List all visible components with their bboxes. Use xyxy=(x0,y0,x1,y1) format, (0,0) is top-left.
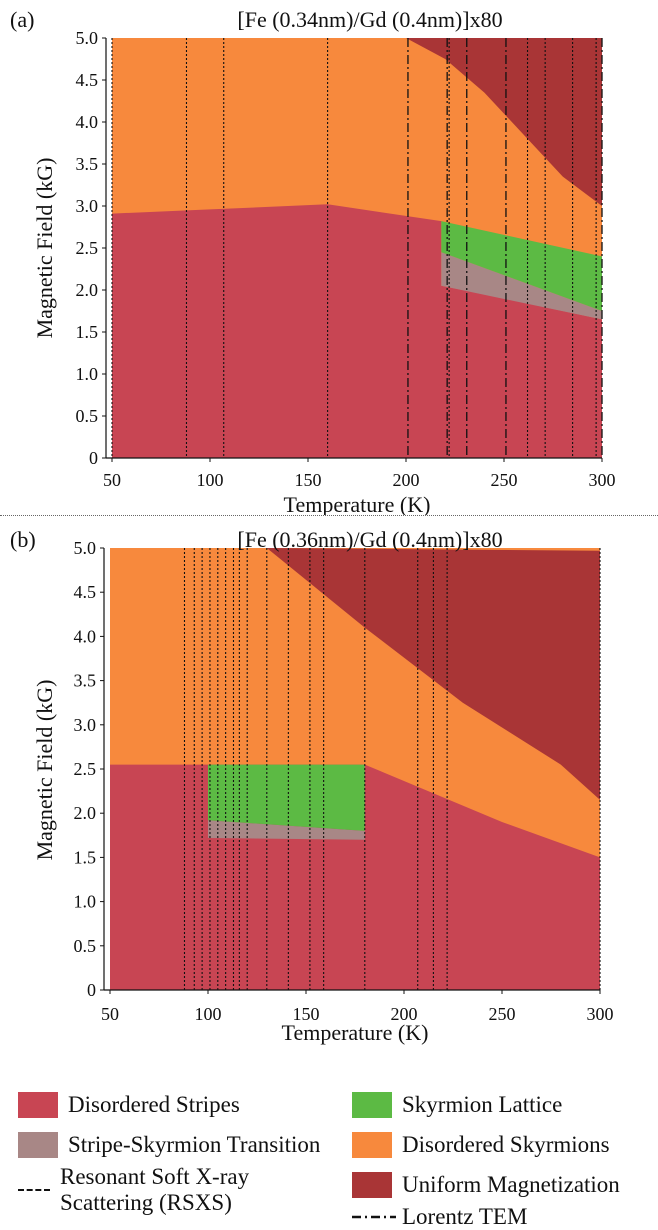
legend-item-stripe-skyrmion-transition: Stripe-Skyrmion Transition xyxy=(18,1132,320,1158)
y-tick-label: 1.0 xyxy=(74,892,97,912)
region-stripe-skyrmion-transition xyxy=(441,252,602,320)
x-tick-label: 150 xyxy=(295,470,322,490)
y-tick-label: 2.0 xyxy=(74,803,97,823)
chart-panel-a: 0 0.5 1.0 1.5 2.0 2.5 3.0 3.5 4.0 4.5 5.0 50 100 150 2… xyxy=(10,7,616,515)
region-skyrmion-lattice xyxy=(208,764,365,831)
y-tick-label: 4.0 xyxy=(74,626,97,646)
x-tick-label: 100 xyxy=(195,1004,222,1024)
legend-item-uniform-magnetization: Uniform Magnetization xyxy=(352,1172,620,1198)
legend-swatch-disordered-skyrmions xyxy=(352,1132,392,1158)
legend-label: Skyrmion Lattice xyxy=(402,1092,563,1117)
chart-title: [Fe (0.34nm)/Gd (0.4nm)]x80 xyxy=(237,7,502,32)
y-axis-label: Magnetic Field (kG) xyxy=(32,158,57,339)
panel-label: (b) xyxy=(10,527,36,552)
legend-label: Stripe-Skyrmion Transition xyxy=(68,1132,321,1157)
x-tick-label: 150 xyxy=(293,1004,320,1024)
legend-swatch-skyrmion-lattice xyxy=(352,1092,392,1118)
legend-item-skyrmion-lattice: Skyrmion Lattice xyxy=(352,1092,562,1118)
y-tick-label: 0.5 xyxy=(74,936,97,956)
y-tick-label: 1.0 xyxy=(76,364,99,384)
x-tick-label: 200 xyxy=(391,1004,418,1024)
y-tick-label: 0 xyxy=(89,448,98,468)
x-tick-label: 300 xyxy=(587,1004,614,1024)
region-disordered-stripes xyxy=(112,204,602,458)
chart-panel-b: 0 0.5 1.0 1.5 2.0 2.5 3.0 3.5 4.0 4.5 5.0 50 100 150 2… xyxy=(10,527,614,1045)
y-tick-label: 4.0 xyxy=(76,112,99,132)
x-axis-label: Temperature (K) xyxy=(282,1020,429,1045)
x-tick-label: 100 xyxy=(197,470,224,490)
legend-swatch-disordered-stripes xyxy=(18,1092,58,1118)
y-tick-label: 2.0 xyxy=(76,280,99,300)
legend-swatch-stripe-skyrmion-transition xyxy=(18,1132,58,1158)
y-tick-label: 2.5 xyxy=(74,759,97,779)
region-uniform-magnetization xyxy=(406,38,602,206)
y-tick-label: 3.5 xyxy=(74,671,97,691)
x-tick-label: 300 xyxy=(589,470,616,490)
y-tick-label: 1.5 xyxy=(74,847,97,867)
x-tick-label: 50 xyxy=(103,470,121,490)
legend-item-rsxs: Resonant Soft X-ray Scattering (RSXS) xyxy=(18,1164,249,1216)
x-tick-label: 50 xyxy=(101,1004,119,1024)
y-tick-label: 3.0 xyxy=(76,196,99,216)
y-tick-label: 4.5 xyxy=(76,70,99,90)
legend-label-rsxs-line1: Resonant Soft X-ray xyxy=(60,1164,250,1189)
legend: Disordered Stripes Skyrmion Lattice Stri… xyxy=(0,1092,658,1229)
panel-label: (a) xyxy=(10,7,34,32)
y-tick-label: 3.0 xyxy=(74,715,97,735)
x-tick-label: 250 xyxy=(489,1004,516,1024)
y-tick-label: 5.0 xyxy=(76,28,99,48)
y-tick-label: 5.0 xyxy=(74,538,97,558)
x-tick-label: 250 xyxy=(491,470,518,490)
chart-title: [Fe (0.36nm)/Gd (0.4nm)]x80 xyxy=(237,527,502,552)
legend-label: Disordered Stripes xyxy=(68,1092,240,1117)
y-tick-label: 3.5 xyxy=(76,154,99,174)
y-tick-label: 0.5 xyxy=(76,406,99,426)
y-axis-label: Magnetic Field (kG) xyxy=(32,680,57,861)
legend-label: Disordered Skyrmions xyxy=(402,1132,610,1157)
x-tick-label: 200 xyxy=(393,470,420,490)
legend-label-rsxs-line2: Scattering (RSXS) xyxy=(60,1190,232,1215)
y-tick-label: 0 xyxy=(87,980,96,1000)
legend-item-disordered-skyrmions: Disordered Skyrmions xyxy=(352,1132,610,1158)
y-tick-label: 4.5 xyxy=(74,582,97,602)
panel-divider xyxy=(0,515,658,516)
dash-dot-line-icon xyxy=(352,1215,396,1219)
x-axis-label: Temperature (K) xyxy=(284,492,431,515)
dashed-line-icon xyxy=(18,1189,50,1191)
legend-swatch-uniform-magnetization xyxy=(352,1172,392,1198)
y-tick-label: 1.5 xyxy=(76,322,99,342)
region-skyrmion-lattice xyxy=(441,221,602,311)
legend-item-disordered-stripes: Disordered Stripes xyxy=(18,1092,240,1118)
legend-label: Uniform Magnetization xyxy=(402,1172,620,1197)
y-tick-label: 2.5 xyxy=(76,238,99,258)
